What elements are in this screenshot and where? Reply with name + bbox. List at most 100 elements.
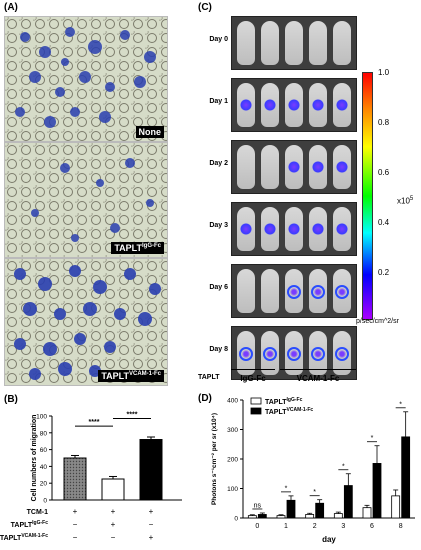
- treatment-mark: −: [111, 533, 116, 542]
- bioluminescence-signal: [264, 223, 276, 235]
- treatment-mark: +: [149, 507, 154, 516]
- micrograph-tag: TAPLTVCAM-1-Fc: [98, 370, 164, 382]
- treatment-mark: +: [73, 507, 78, 516]
- legend-swatch: [250, 407, 262, 415]
- mouse-image: [261, 83, 279, 127]
- mouse-image: [333, 269, 351, 313]
- micrograph-vcam: TAPLTVCAM-1-Fc: [4, 258, 168, 386]
- x-tick-label: 3: [341, 523, 345, 530]
- mouse-image: [285, 21, 303, 65]
- mouse-image: [237, 21, 255, 65]
- bioluminescence-signal: [311, 285, 325, 299]
- treatment-row-label: TCM-1: [27, 509, 48, 516]
- mouse-image: [237, 331, 255, 375]
- significance-label: *: [371, 435, 374, 442]
- x-tick-label: 1: [284, 523, 288, 530]
- bar: [315, 502, 325, 519]
- y-tick-label: 100: [227, 486, 238, 493]
- day-label: Day 2: [209, 160, 228, 167]
- y-tick-label: 300: [227, 427, 238, 434]
- bar: [257, 514, 267, 519]
- mouse-image: [333, 83, 351, 127]
- treatment-mark: −: [73, 533, 78, 542]
- mouse-image: [333, 145, 351, 189]
- mouse-image: [237, 145, 255, 189]
- group-row-label: TAPLT: [198, 374, 220, 381]
- day-label: Day 3: [209, 222, 228, 229]
- bioluminescence-signal: [240, 223, 252, 235]
- treatment-mark: +: [111, 520, 116, 529]
- x-tick-label: 8: [399, 523, 403, 530]
- panel-label-c: (C): [198, 2, 212, 13]
- significance-label: ****: [127, 412, 138, 419]
- bioluminescence-signal: [239, 347, 253, 361]
- significance-label: *: [399, 401, 402, 408]
- y-tick-label: 400: [227, 398, 238, 405]
- bar: [372, 463, 382, 519]
- significance-label: *: [313, 489, 316, 496]
- mouse-image: [285, 145, 303, 189]
- colorbar-scale: x105: [397, 196, 414, 206]
- imaging-row: [231, 78, 357, 132]
- significance-label: *: [285, 485, 288, 492]
- mouse-image: [285, 83, 303, 127]
- bar: [305, 514, 315, 519]
- day-label: Day 8: [209, 346, 228, 353]
- treatment-mark: +: [111, 507, 116, 516]
- mouse-image: [237, 269, 255, 313]
- micrograph-texture: [5, 259, 167, 385]
- bar: [101, 478, 125, 501]
- significance-label: ****: [89, 419, 100, 426]
- bioluminescence-signal: [288, 223, 300, 235]
- bioluminescence-signal: [336, 161, 348, 173]
- bioluminescence-signal: [312, 223, 324, 235]
- treatment-mark: −: [73, 520, 78, 529]
- day-label: Day 1: [209, 98, 228, 105]
- bioluminescence-signal: [312, 99, 324, 111]
- bar: [362, 507, 372, 519]
- micrograph-texture: [5, 143, 167, 257]
- panel-label-a: (A): [4, 2, 18, 13]
- legend-swatch: [250, 397, 262, 405]
- panel-label-b: (B): [4, 394, 18, 405]
- mouse-image: [285, 269, 303, 313]
- imaging-row: [231, 264, 357, 318]
- y-tick-label: 20: [40, 481, 48, 488]
- colorbar: [362, 72, 373, 320]
- bioluminescence-signal: [311, 347, 325, 361]
- chart-d: 0 100 200 300 400 Photons s⁻¹cm⁻² per sr (x10…: [211, 397, 415, 544]
- x-tick-label: 6: [370, 523, 374, 530]
- bioluminescence-signal: [336, 99, 348, 111]
- bioluminescence-signal: [335, 285, 349, 299]
- mouse-image: [237, 83, 255, 127]
- bar: [276, 515, 286, 519]
- mouse-image: [333, 331, 351, 375]
- micrograph-texture: [5, 17, 167, 141]
- mouse-image: [309, 83, 327, 127]
- bioluminescence-signal: [264, 99, 276, 111]
- micrograph-none: None: [4, 16, 168, 142]
- mouse-image: [333, 21, 351, 65]
- mouse-image: [237, 207, 255, 251]
- legend-label: TAPLTVCAM-1-Fc: [265, 407, 313, 416]
- x-tick-label: 2: [313, 523, 317, 530]
- day-label: Day 0: [209, 36, 228, 43]
- mouse-image: [333, 207, 351, 251]
- micrograph-tag: TAPLTIgG-Fc: [111, 242, 164, 254]
- colorbar-tick: 0.4: [378, 218, 390, 227]
- treatment-mark: −: [149, 520, 154, 529]
- mouse-image: [309, 331, 327, 375]
- bioluminescence-signal: [263, 347, 277, 361]
- imaging-row: [231, 140, 357, 194]
- group-label-vcam: VCAM-1-Fc: [296, 374, 340, 383]
- y-tick-label: 100: [36, 414, 47, 421]
- micrograph-tag: None: [135, 126, 164, 138]
- imaging-row: [231, 326, 357, 380]
- mouse-image: [285, 331, 303, 375]
- mouse-image: [285, 207, 303, 251]
- mouse-image: [309, 269, 327, 313]
- bioluminescence-signal: [287, 285, 301, 299]
- micrograph-igg: TAPLTIgG-Fc: [4, 142, 168, 258]
- bar: [343, 485, 353, 519]
